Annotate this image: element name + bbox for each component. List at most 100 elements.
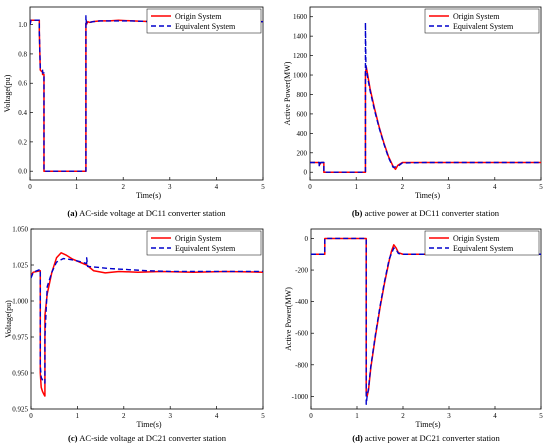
x-tick-label: 0 [28,183,32,191]
plot-frame [309,6,542,181]
y-tick-label: 0.925 [12,406,28,414]
chart-panel-d: 0 1 2 3 4 5 0 -200 -400 -600 -800 -1000 Time(s) Activ… [284,228,543,443]
y-tick-label: 1200 [293,52,308,60]
x-tick-label: 2 [401,183,405,191]
caption-text: active power at DC11 converter station [362,208,499,218]
x-tick-label: 3 [447,183,451,191]
series-equivalent-line [30,15,263,172]
panel-caption: (d) active power at DC21 converter stati… [352,433,500,443]
series-equivalent-line [31,257,263,384]
series-equivalent-line [311,237,541,405]
legend-label: Equivalent System [175,244,236,253]
chart-panel-a: 0 1 2 3 4 5 0.0 0.2 0.4 0.6 0.8 1.0 Time(s) Voltage(p… [3,6,265,218]
plot-frame [30,228,264,410]
plot-frame [29,6,264,181]
x-tick-label: 2 [401,412,405,420]
caption-text: AC-side voltage at DC11 converter statio… [77,208,226,218]
plot-frame [310,228,542,410]
y-tick-label: 0.975 [12,334,28,342]
x-tick-label: 3 [168,183,172,191]
legend-label: Origin System [175,234,222,243]
series-origin-line [311,237,541,398]
y-tick-label: 0.0 [18,168,27,176]
y-tick-label: 0.950 [12,370,28,378]
series-origin-line [310,66,541,173]
x-tick-label: 4 [493,183,497,191]
caption-letter: (d) [352,433,363,443]
y-tick-label: 1400 [293,33,308,41]
x-tick-label: 1 [76,412,80,420]
y-tick-label: -200 [295,267,308,275]
y-axis-label: Voltage(pu) [4,300,13,338]
legend-label: Origin System [453,234,500,243]
x-axis-label: Time(s) [136,420,161,429]
x-tick-label: 0 [309,412,313,420]
caption-letter: (a) [67,208,77,218]
x-tick-label: 0 [308,183,312,191]
y-tick-label: -600 [295,330,308,338]
panel-caption: (c) AC-side voltage at DC21 converter st… [68,433,227,443]
x-tick-label: 3 [168,412,172,420]
legend-label: Equivalent System [453,244,514,253]
y-tick-label: 1.025 [12,262,28,270]
x-tick-label: 1 [354,183,358,191]
legend-label: Equivalent System [175,22,236,31]
legend-box [146,230,262,256]
x-tick-label: 4 [215,412,219,420]
y-tick-label: -1000 [292,393,309,401]
y-tick-label: 600 [297,110,308,118]
x-tick-label: 0 [29,412,33,420]
legend-label: Origin System [453,12,500,21]
legend-label: Origin System [175,12,222,21]
chart-panel-c: 0 1 2 3 4 5 0.925 0.950 0.975 1.000 1.025 1.050 Time… [4,226,265,444]
chart-panel-b: 0 1 2 3 4 5 0 200 400 600 800 1000 1200 1400 1600 Time(… [283,6,543,218]
y-tick-label: 1.0 [18,21,27,29]
x-tick-label: 5 [261,412,265,420]
y-tick-label: 0.8 [18,50,27,58]
x-axis-label: Time(s) [415,191,440,200]
series-origin-line [31,252,263,397]
x-tick-label: 2 [121,183,125,191]
y-tick-label: 0.4 [18,109,27,117]
y-axis-label: Active Power(MW) [284,287,293,351]
y-tick-label: 800 [297,91,308,99]
panel-caption: (a) AC-side voltage at DC11 converter st… [67,208,226,218]
y-axis-label: Active Power(MW) [283,61,292,125]
y-tick-label: 1600 [293,13,308,21]
series-origin-line [30,19,263,172]
x-axis-label: Time(s) [136,191,161,200]
y-axis-label: Voltage(pu) [3,74,12,112]
y-tick-label: 1.000 [12,298,28,306]
y-tick-label: 0.6 [18,80,27,88]
caption-text: AC-side voltage at DC21 converter statio… [78,433,227,443]
y-tick-label: 200 [297,149,308,157]
x-axis-label: Time(s) [415,420,440,429]
x-tick-label: 1 [355,412,359,420]
caption-letter: (c) [68,433,78,443]
y-tick-label: 0 [304,169,308,177]
y-tick-label: 0.2 [18,138,27,146]
x-tick-label: 5 [261,183,265,191]
x-tick-label: 4 [493,412,497,420]
y-tick-label: -400 [295,298,308,306]
caption-letter: (b) [352,208,363,218]
y-tick-label: 1000 [293,72,308,80]
legend-label: Equivalent System [453,22,514,31]
x-tick-label: 4 [215,183,219,191]
legend-box [424,8,540,34]
y-tick-label: 400 [297,130,308,138]
panel-caption: (b) active power at DC11 converter stati… [352,208,500,218]
x-tick-label: 1 [75,183,79,191]
legend-box [146,8,262,34]
series-equivalent-line [310,21,541,173]
y-tick-label: 1.050 [12,226,28,234]
y-tick-label: -800 [295,361,308,369]
y-tick-label: 0 [305,235,309,243]
x-tick-label: 5 [539,183,543,191]
legend-box [424,230,540,256]
x-tick-label: 5 [539,412,543,420]
x-tick-label: 2 [122,412,126,420]
caption-text: active power at DC21 converter station [363,433,501,443]
x-tick-label: 3 [447,412,451,420]
